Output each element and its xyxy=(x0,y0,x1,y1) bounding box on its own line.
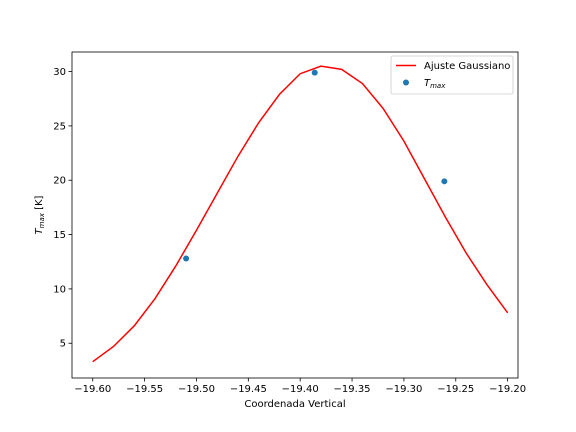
y-axis-label-main: T xyxy=(34,227,45,234)
y-tick-label: 5 xyxy=(60,339,66,350)
y-axis-label-unit: [K] xyxy=(34,195,45,213)
data-point xyxy=(311,69,318,76)
legend-entry-label: Tmax xyxy=(424,78,446,90)
legend-box xyxy=(390,55,514,95)
plot-area xyxy=(92,65,509,363)
x-tick-label: −19.20 xyxy=(489,384,526,395)
series-line xyxy=(92,65,509,363)
x-tick-label: −19.45 xyxy=(230,384,267,395)
x-axis-label: Coordenada Vertical xyxy=(244,399,345,410)
data-point xyxy=(441,178,448,185)
y-axis-label: Tmax [K] xyxy=(34,195,46,234)
legend-entry-subscript: max xyxy=(430,82,446,90)
y-axis-label-subscript: max xyxy=(38,212,46,228)
x-tick-label: −19.30 xyxy=(385,384,422,395)
legend-entry-main: T xyxy=(424,78,431,89)
legend-swatch-marker xyxy=(403,79,409,86)
x-tick-label: −19.40 xyxy=(282,384,319,395)
x-tick-label: −19.50 xyxy=(178,384,215,395)
y-tick-label: 25 xyxy=(53,121,66,132)
x-axis: −19.60 −19.55 −19.50 −19.45 −19.40 −19.35 −19.… xyxy=(74,378,526,395)
x-tick-label: −19.35 xyxy=(334,384,371,395)
y-axis: 5 10 15 20 25 30 xyxy=(53,67,72,350)
x-tick-label: −19.55 xyxy=(126,384,163,395)
axes-frame xyxy=(71,51,519,379)
x-tick-label: −19.25 xyxy=(437,384,474,395)
legend-entry-label: Ajuste Gaussiano xyxy=(424,61,510,72)
x-tick-label: −19.60 xyxy=(74,384,111,395)
data-point xyxy=(183,255,190,262)
y-tick-label: 10 xyxy=(53,284,66,295)
y-tick-label: 20 xyxy=(53,176,66,187)
legend: Ajuste Gaussiano Tmax xyxy=(390,55,514,95)
y-tick-label: 15 xyxy=(53,230,66,241)
y-tick-label: 30 xyxy=(53,67,66,78)
